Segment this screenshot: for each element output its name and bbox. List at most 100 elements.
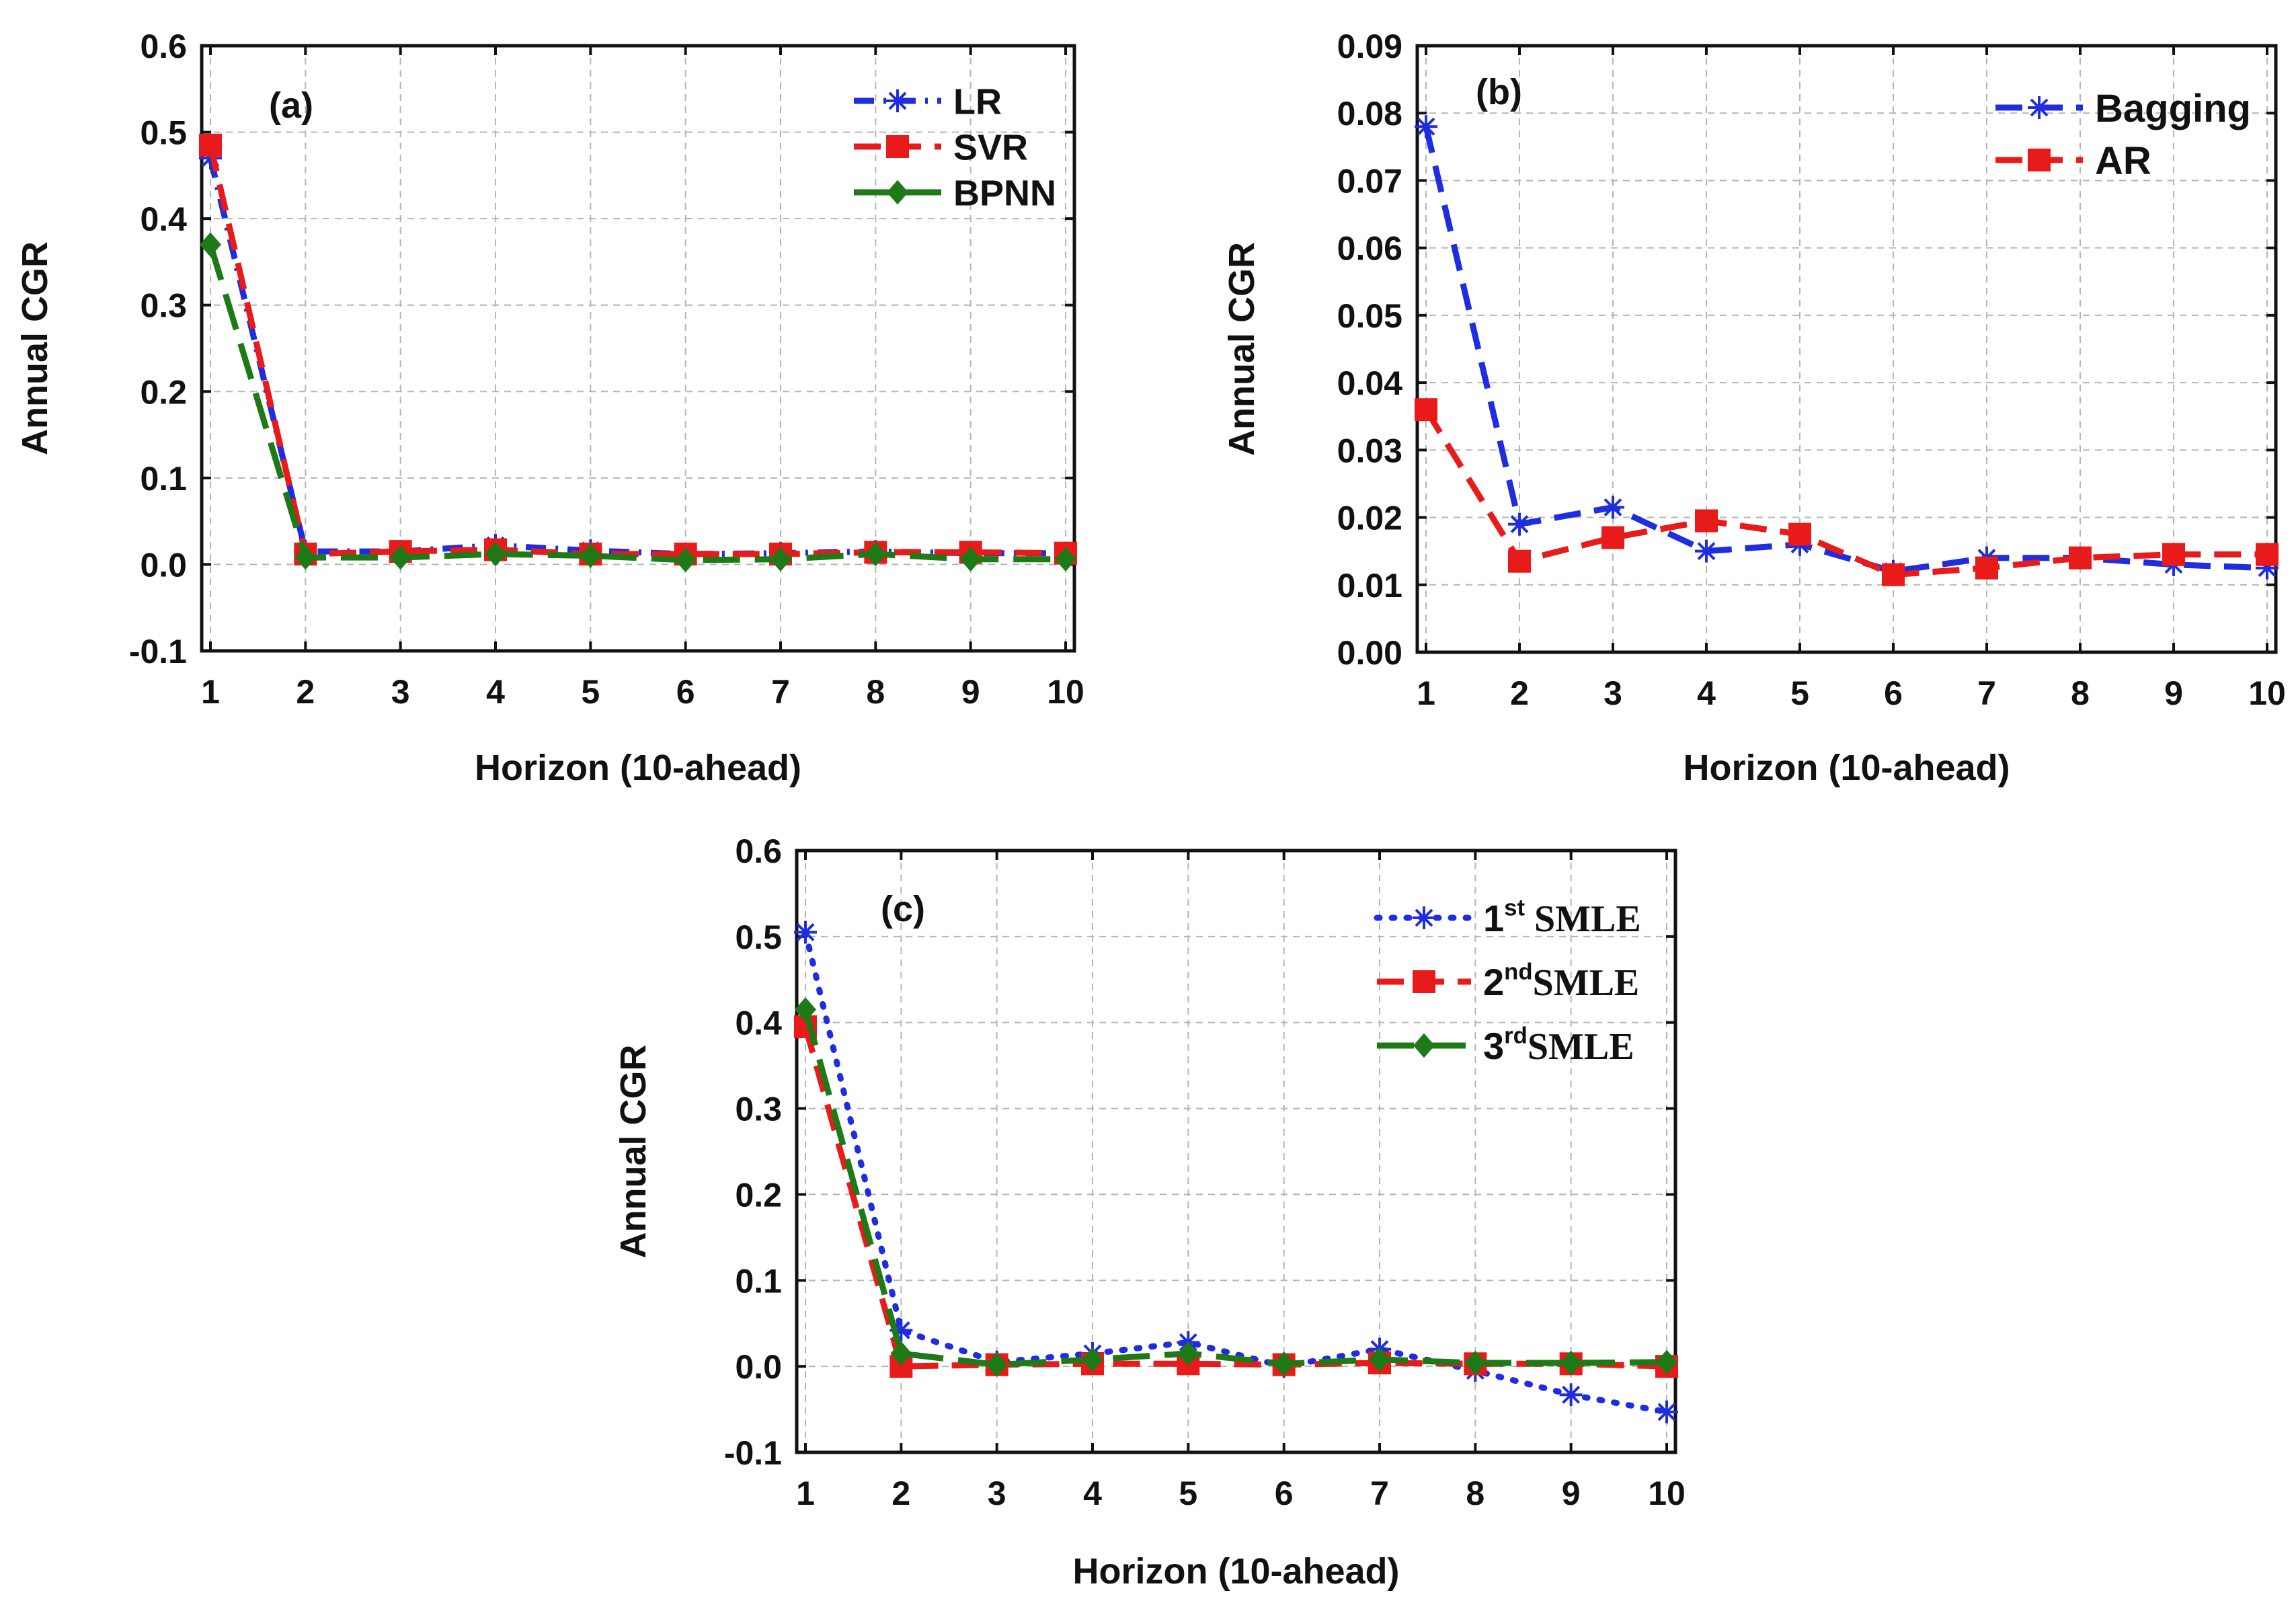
legend-marker bbox=[2028, 96, 2051, 119]
y-tick-label: 0.09 bbox=[1337, 28, 1402, 65]
series-3rd-smle bbox=[795, 997, 1677, 1377]
data-point bbox=[1882, 563, 1905, 586]
chart-panel-a: -0.1 0.0 0.1 0.2 0.3 0.4 0.5 0.6 1 2 3 4 5 6 7 8 9 10 Hori… bbox=[15, 28, 1084, 788]
data-point bbox=[1601, 526, 1624, 549]
data-point bbox=[889, 1319, 913, 1342]
legend-marker bbox=[887, 180, 908, 205]
x-tick-label: 9 bbox=[961, 673, 980, 711]
y-tick-label: 0.08 bbox=[1337, 95, 1402, 132]
data-point bbox=[1415, 115, 1437, 139]
data-point bbox=[890, 1341, 912, 1366]
y-axis-label: Annual CGR bbox=[1222, 242, 1262, 456]
legend-entry: 2ndSMLE bbox=[1377, 959, 1639, 1005]
x-tick-label: 7 bbox=[1977, 674, 1996, 712]
data-point bbox=[1975, 556, 1998, 580]
y-tick-label: 0.00 bbox=[1337, 634, 1402, 672]
x-tick-label: 2 bbox=[1510, 674, 1529, 712]
y-tick-label: 0.4 bbox=[735, 1005, 782, 1042]
x-axis-label: Horizon (10-ahead) bbox=[1072, 1551, 1399, 1592]
legend-label: SVR bbox=[953, 127, 1028, 167]
data-point bbox=[674, 547, 697, 573]
x-tick-label: 3 bbox=[1604, 674, 1622, 712]
x-axis-label: Horizon (10-ahead) bbox=[1683, 748, 2010, 788]
data-point bbox=[1559, 1383, 1583, 1407]
plot-frame bbox=[795, 849, 1677, 1454]
x-tick-label: 7 bbox=[1370, 1475, 1389, 1512]
legend-marker bbox=[1413, 1033, 1435, 1058]
data-point bbox=[2162, 543, 2185, 566]
y-tick-label: 0.04 bbox=[1337, 364, 1403, 402]
y-tick-label: 0.3 bbox=[735, 1091, 782, 1128]
legend-label: 1st SMLE bbox=[1483, 896, 1641, 941]
data-point bbox=[1415, 398, 1437, 422]
x-tick-label: 4 bbox=[1083, 1475, 1102, 1512]
data-point bbox=[1655, 1400, 1678, 1423]
x-tick-label: 3 bbox=[988, 1475, 1006, 1512]
data-point bbox=[1082, 1347, 1103, 1372]
y-axis-label: Annual CGR bbox=[15, 241, 55, 455]
panel-label-b: (b) bbox=[1476, 72, 1522, 112]
data-point bbox=[1508, 549, 1531, 573]
data-point bbox=[1055, 547, 1076, 572]
legend-label: 3rdSMLE bbox=[1483, 1023, 1634, 1068]
data-point bbox=[200, 232, 221, 257]
x-tick-label: 8 bbox=[866, 673, 885, 711]
data-point bbox=[1508, 512, 1531, 536]
x-tick-label: 1 bbox=[201, 673, 220, 711]
legend-entry: BPNN bbox=[854, 173, 1056, 213]
data-point bbox=[1656, 1349, 1677, 1375]
y-tick-label: 0.01 bbox=[1337, 567, 1402, 604]
x-tick-label: 5 bbox=[581, 673, 600, 711]
series-line bbox=[1423, 407, 2267, 578]
series-line bbox=[802, 1009, 1667, 1368]
data-point bbox=[1788, 522, 1811, 546]
data-point bbox=[794, 920, 817, 944]
data-point bbox=[1464, 1350, 1487, 1376]
panel-label-a: (a) bbox=[269, 85, 313, 126]
y-tick-label: 0.5 bbox=[140, 114, 187, 152]
data-point bbox=[1273, 1351, 1295, 1376]
data-point bbox=[1695, 509, 1718, 533]
data-point bbox=[795, 997, 816, 1022]
x-tick-label: 9 bbox=[2164, 674, 2183, 712]
y-tick-label: 0.02 bbox=[1337, 500, 1402, 537]
x-tick-label: 4 bbox=[486, 673, 505, 711]
data-point bbox=[1177, 1341, 1199, 1366]
data-point bbox=[986, 1352, 1008, 1377]
y-tick-label: 0.5 bbox=[735, 918, 782, 956]
data-point bbox=[1560, 1350, 1582, 1376]
x-tick-label: 5 bbox=[1790, 674, 1809, 712]
legend-marker bbox=[886, 135, 909, 158]
data-point bbox=[2256, 543, 2279, 566]
y-tick-label: 0.6 bbox=[140, 28, 187, 65]
plot-frame bbox=[1415, 44, 2278, 654]
data-point bbox=[1601, 496, 1624, 519]
data-point bbox=[485, 541, 506, 567]
series-bpnn bbox=[200, 232, 1076, 573]
x-tick-label: 8 bbox=[1466, 1475, 1485, 1512]
data-point bbox=[199, 133, 222, 157]
legend-entry: LR bbox=[854, 81, 1002, 122]
legend-entry: 3rdSMLE bbox=[1377, 1023, 1634, 1068]
legend-label: 2ndSMLE bbox=[1483, 959, 1639, 1005]
y-tick-label: 0.2 bbox=[735, 1176, 782, 1214]
data-point bbox=[294, 545, 317, 570]
y-tick-label: -0.1 bbox=[129, 633, 187, 670]
legend-entry: AR bbox=[1995, 139, 2151, 183]
data-point bbox=[389, 545, 411, 570]
x-tick-label: 9 bbox=[1562, 1475, 1581, 1512]
y-axis-label: Annual CGR bbox=[613, 1045, 654, 1259]
x-tick-label: 5 bbox=[1179, 1475, 1197, 1512]
x-tick-label: 10 bbox=[2248, 674, 2286, 712]
legend-marker bbox=[886, 89, 909, 112]
data-point bbox=[2256, 556, 2279, 580]
y-tick-label: 0.3 bbox=[140, 287, 187, 325]
series-line bbox=[802, 1025, 1667, 1370]
data-point bbox=[865, 541, 887, 567]
legend-marker bbox=[2028, 149, 2051, 171]
y-tick-label: 0.1 bbox=[735, 1262, 782, 1300]
data-point bbox=[959, 547, 982, 572]
x-tick-label: 3 bbox=[391, 673, 410, 711]
x-tick-label: 2 bbox=[296, 673, 315, 711]
